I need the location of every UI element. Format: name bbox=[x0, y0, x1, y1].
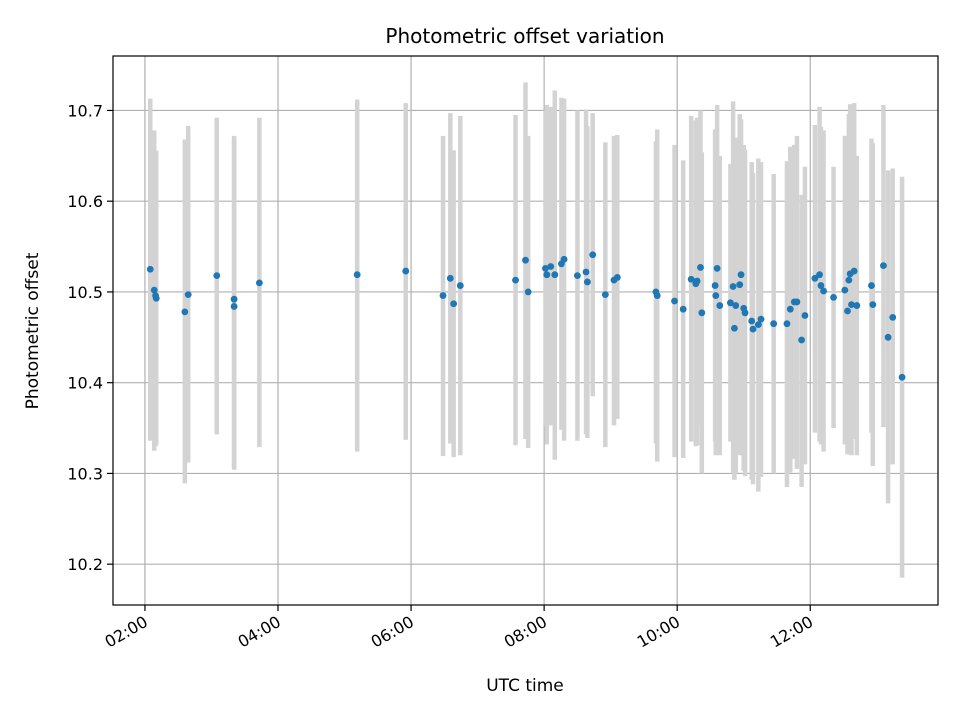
data-point bbox=[749, 325, 757, 333]
y-tick-label: 10.2 bbox=[67, 555, 103, 574]
data-point bbox=[402, 267, 410, 275]
data-point bbox=[583, 278, 591, 286]
data-point bbox=[754, 321, 762, 329]
data-point bbox=[757, 315, 765, 323]
y-tick-label: 10.3 bbox=[67, 464, 103, 483]
data-point bbox=[213, 272, 221, 279]
data-point bbox=[150, 286, 158, 294]
data-point bbox=[811, 274, 819, 282]
data-point bbox=[713, 264, 721, 272]
data-point bbox=[748, 317, 756, 325]
data-point bbox=[589, 251, 597, 259]
data-point bbox=[830, 293, 837, 301]
data-point bbox=[853, 302, 861, 309]
data-point bbox=[841, 286, 849, 294]
data-point bbox=[845, 276, 853, 284]
data-point bbox=[801, 312, 809, 319]
chart-title: Photometric offset variation bbox=[385, 24, 664, 48]
data-point bbox=[439, 292, 447, 299]
data-point bbox=[671, 297, 678, 305]
y-tick-label: 10.5 bbox=[67, 283, 103, 302]
data-point bbox=[732, 302, 740, 309]
data-point bbox=[736, 281, 744, 289]
data-point bbox=[573, 272, 581, 279]
data-point bbox=[889, 313, 897, 321]
data-point bbox=[547, 263, 555, 270]
data-point bbox=[522, 256, 529, 264]
data-point bbox=[184, 291, 192, 299]
data-point bbox=[727, 299, 734, 307]
data-point bbox=[737, 271, 745, 279]
data-point bbox=[693, 277, 701, 285]
data-point bbox=[793, 298, 801, 306]
data-points bbox=[146, 251, 906, 381]
data-point bbox=[820, 287, 827, 295]
data-point bbox=[868, 282, 875, 289]
data-point bbox=[844, 307, 851, 315]
data-point bbox=[450, 300, 458, 308]
data-point bbox=[456, 282, 464, 289]
data-point bbox=[869, 301, 877, 309]
data-point bbox=[880, 262, 887, 270]
data-point bbox=[798, 336, 806, 344]
data-point bbox=[653, 292, 661, 299]
data-point bbox=[560, 255, 568, 263]
data-point bbox=[524, 288, 532, 296]
data-point bbox=[181, 308, 189, 316]
data-point bbox=[731, 324, 738, 332]
x-axis-title: UTC time bbox=[486, 676, 564, 696]
data-point bbox=[741, 309, 749, 317]
data-point bbox=[816, 271, 823, 279]
data-point bbox=[817, 282, 825, 289]
data-point bbox=[255, 279, 263, 287]
data-point bbox=[601, 291, 609, 299]
data-point bbox=[850, 267, 858, 275]
data-point bbox=[353, 271, 361, 279]
data-point bbox=[551, 271, 559, 279]
data-point bbox=[712, 292, 720, 299]
data-point bbox=[230, 295, 238, 303]
data-point bbox=[783, 320, 791, 328]
y-tick-label: 10.6 bbox=[67, 192, 103, 211]
data-point bbox=[786, 305, 794, 313]
data-point bbox=[446, 274, 454, 282]
data-point bbox=[543, 271, 551, 279]
data-point bbox=[898, 373, 906, 381]
plot-frame bbox=[112, 55, 939, 606]
data-point bbox=[542, 264, 549, 272]
y-axis-title: Photometric offset bbox=[23, 252, 43, 409]
data-point bbox=[716, 302, 724, 309]
data-point bbox=[687, 275, 695, 283]
y-tick-label: 10.7 bbox=[67, 101, 103, 120]
data-point bbox=[613, 274, 621, 281]
data-point bbox=[848, 301, 855, 309]
data-point bbox=[711, 282, 719, 289]
y-tick-label: 10.4 bbox=[67, 374, 103, 393]
data-point bbox=[697, 264, 704, 271]
data-point bbox=[152, 294, 160, 302]
data-point bbox=[729, 283, 737, 290]
data-point bbox=[770, 320, 778, 328]
data-point bbox=[512, 276, 519, 284]
data-point bbox=[146, 265, 154, 273]
data-point bbox=[230, 303, 238, 310]
data-point bbox=[582, 268, 590, 276]
data-point bbox=[698, 309, 706, 317]
data-point bbox=[679, 305, 687, 313]
data-point bbox=[884, 333, 892, 341]
